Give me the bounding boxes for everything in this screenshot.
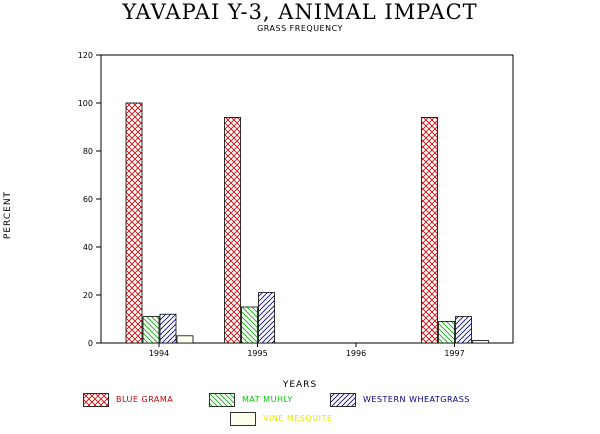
bar-blue-grama-1997: [421, 117, 438, 344]
y-tick-label: 20: [83, 291, 93, 300]
x-tick-label: 1997: [444, 349, 464, 358]
y-tick-label: 120: [78, 51, 93, 60]
bar-vine-mesquite-1994: [176, 335, 194, 344]
bar-mat-muhly-1995: [241, 306, 258, 344]
chart-subtitle: GRASS FREQUENCY: [257, 24, 343, 33]
bar-western-wheatgrass-1997: [455, 316, 472, 344]
legend-swatch: [209, 393, 235, 407]
legend-label: WESTERN WHEATGRASS: [363, 395, 470, 404]
chart-title: YAVAPAI Y-3, ANIMAL IMPACT: [122, 0, 478, 24]
legend-label: MAT MUHLY: [242, 395, 293, 404]
bar-western-wheatgrass-1994: [159, 313, 177, 344]
y-tick-label: 60: [83, 195, 93, 204]
legend-swatch: [83, 393, 109, 407]
bar-mat-muhly-1994: [142, 316, 160, 344]
bar-vine-mesquite-1997: [472, 340, 489, 344]
bar-western-wheatgrass-1995: [258, 292, 275, 344]
x-tick-label: 1996: [346, 349, 366, 358]
x-tick-label: 1994: [149, 349, 169, 358]
bar-blue-grama-1995: [224, 117, 241, 344]
legend-label: BLUE GRAMA: [116, 395, 174, 404]
bars: [125, 102, 489, 344]
y-tick-label: 80: [83, 147, 93, 156]
bar-mat-muhly-1997: [438, 320, 455, 344]
y-tick-label: 40: [83, 243, 93, 252]
legend-swatch: [330, 393, 356, 407]
bar-blue-grama-1994: [125, 102, 143, 344]
x-axis-label: YEARS: [282, 380, 318, 390]
legend-label: VINE MESQUITE: [263, 414, 333, 423]
x-tick-label: 1995: [247, 349, 267, 358]
axes: 0 20 40 60 80 100 120 1994 1995 1996 1997: [78, 51, 514, 358]
plot-frame: [100, 54, 514, 344]
y-tick-label: 0: [88, 339, 93, 348]
legend-swatch: [230, 412, 256, 426]
y-tick-label: 100: [78, 99, 93, 108]
